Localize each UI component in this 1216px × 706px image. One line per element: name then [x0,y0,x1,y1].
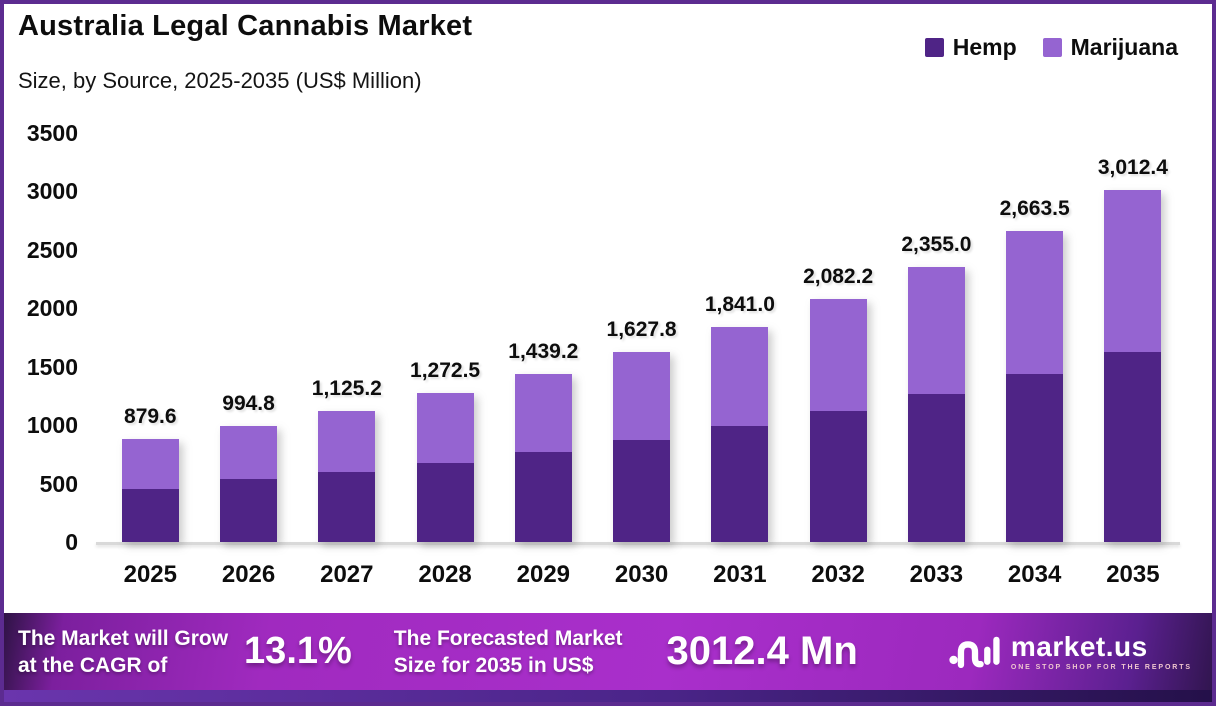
bar-segment-hemp-2032 [809,411,867,542]
page-title: Australia Legal Cannabis Market [18,10,473,42]
forecast-value: 3012.4 Mn [666,629,858,673]
value-label-2033: 2,355.0 [901,232,972,256]
legend-item-marijuana: Marijuana [1042,34,1178,61]
legend-item-hemp: Hemp [924,34,1017,61]
legend-label-hemp: Hemp [952,34,1017,60]
bar-segment-marijuana-2035 [1104,189,1162,352]
hemp-swatch-icon [924,38,944,57]
bar-2034 [1006,230,1064,542]
marijuana-swatch-icon [1042,38,1062,57]
logo-tagline: ONE STOP SHOP FOR THE REPORTS [1010,663,1192,671]
bar-segment-hemp-2029 [514,452,572,542]
bar-segment-hemp-2025 [121,488,179,542]
bar-segment-marijuana-2027 [318,410,376,472]
page-subtitle: Size, by Source, 2025-2035 (US$ Million) [18,68,422,93]
market-us-logo-icon [949,636,1000,669]
value-label-2029: 1,439.2 [508,339,579,363]
bar-2026 [220,425,278,542]
value-label-2028: 1,272.5 [410,359,481,383]
cagr-label: The Market will Grow at the CAGR of [18,625,228,679]
bar-segment-marijuana-2030 [613,351,671,440]
bar-segment-marijuana-2032 [809,298,867,412]
y-axis-tick-2500: 2500 [26,236,78,263]
bar-2027 [318,410,376,542]
forecast-label-line2: Size for 2035 in US$ [393,653,594,677]
bar-segment-hemp-2027 [318,471,376,542]
value-label-2027: 1,125.2 [311,376,382,400]
value-label-2025: 879.6 [124,405,177,429]
x-axis-label-2027: 2027 [320,561,374,588]
logo-text-block: market.us ONE STOP SHOP FOR THE REPORTS [1010,630,1192,671]
bar-segment-hemp-2033 [907,394,965,542]
y-axis-tick-3000: 3000 [26,178,78,205]
bar-segment-marijuana-2028 [416,393,474,464]
x-axis-label-2031: 2031 [713,561,767,588]
bar-segment-hemp-2026 [220,479,278,542]
bar-2025 [121,439,179,542]
bar-segment-marijuana-2034 [1006,230,1064,375]
y-axis-tick-500: 500 [39,470,78,497]
bar-segment-hemp-2028 [416,463,474,542]
y-axis-tick-1500: 1500 [26,353,78,380]
forecast-label-line1: The Forecasted Market [393,626,623,650]
x-axis-label-2028: 2028 [418,561,472,588]
bar-segment-hemp-2031 [711,426,769,542]
y-axis-tick-0: 0 [65,529,78,555]
bar-segment-hemp-2035 [1104,351,1162,542]
bar-2033 [907,266,965,542]
bottom-banner: The Market will Grow at the CAGR of 13.1… [4,613,1212,690]
x-axis-label-2034: 2034 [1007,561,1062,588]
x-axis-label-2030: 2030 [614,561,669,588]
legend-label-marijuana: Marijuana [1070,34,1178,60]
x-axis-label-2035: 2035 [1106,561,1160,588]
x-axis-label-2029: 2029 [516,561,571,588]
logo-text: market.us [1010,630,1148,662]
x-axis-label-2025: 2025 [123,561,177,588]
bar-2032 [809,298,867,542]
bar-segment-marijuana-2033 [907,266,965,395]
cagr-value: 13.1% [244,630,352,672]
cagr-label-line1: The Market will Grow [18,626,229,650]
cagr-label-line2: at the CAGR of [18,653,168,677]
value-label-2031: 1,841.0 [704,292,775,316]
y-axis-tick-3500: 3500 [26,120,78,146]
x-axis-label-2033: 2033 [909,561,964,588]
y-axis-tick-1000: 1000 [26,412,78,439]
bar-2035 [1104,189,1162,542]
bar-2031 [711,326,769,542]
value-label-2032: 2,082.2 [803,264,874,288]
bar-2028 [416,393,474,542]
x-axis-line [96,542,1180,545]
forecast-label: The Forecasted Market Size for 2035 in U… [394,625,623,679]
bar-segment-marijuana-2026 [220,425,278,480]
value-label-2035: 3,012.4 [1097,155,1168,179]
banner-bottom-strip [4,690,1212,702]
bar-segment-hemp-2034 [1006,374,1064,542]
value-label-2034: 2,663.5 [999,196,1070,220]
bar-segment-hemp-2030 [613,439,671,542]
market-us-logo: market.us ONE STOP SHOP FOR THE REPORTS [949,630,1192,671]
x-axis-label-2026: 2026 [221,561,276,588]
bar-2029 [514,373,572,542]
bar-segment-marijuana-2025 [121,439,179,489]
value-label-2030: 1,627.8 [606,317,677,341]
bar-2030 [613,351,671,542]
bar-segment-marijuana-2029 [514,373,572,453]
value-label-2026: 994.8 [222,391,275,415]
y-axis-tick-2000: 2000 [26,295,78,322]
x-axis-label-2032: 2032 [811,561,865,588]
chart-legend: Hemp Marijuana [924,34,1178,61]
bar-segment-marijuana-2031 [711,326,769,427]
